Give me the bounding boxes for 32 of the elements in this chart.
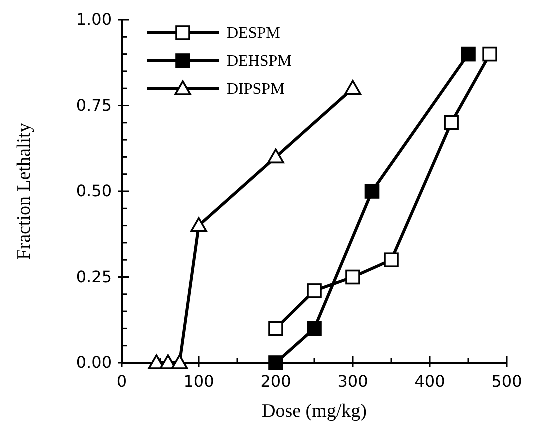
point [346, 270, 360, 285]
point [307, 321, 322, 336]
point [148, 354, 166, 370]
point [307, 284, 322, 298]
y-tick-label: 0.00 [76, 353, 112, 372]
x-tick-label: 200 [260, 372, 292, 391]
y-tick-label: 0.75 [76, 96, 112, 115]
point [268, 148, 284, 164]
point [160, 354, 177, 370]
point [171, 354, 188, 370]
x-axis-title: Dose (mg/kg) [262, 401, 368, 422]
point [384, 252, 399, 268]
legend-label: DIPSPM [227, 81, 285, 98]
y-tick-label: 1.00 [76, 10, 112, 29]
y-axis-title: Fraction Lethality [14, 122, 35, 260]
x-tick-label: 500 [492, 372, 522, 391]
x-tick-label: 400 [414, 372, 446, 391]
point [364, 184, 380, 199]
point [461, 46, 476, 62]
point [482, 46, 498, 62]
point [268, 321, 284, 336]
point [344, 80, 362, 95]
x-tick-label: 100 [184, 372, 214, 391]
point [190, 217, 208, 232]
legend-label: DEHSPM [227, 53, 292, 70]
point [444, 116, 459, 130]
x-tick-label: 300 [338, 372, 368, 391]
y-tick-label: 0.50 [76, 182, 112, 200]
legend-label: DESPM [227, 25, 280, 42]
y-tick-label: 0.25 [76, 267, 112, 286]
point [268, 356, 284, 370]
x-tick-label: 0 [116, 372, 128, 391]
